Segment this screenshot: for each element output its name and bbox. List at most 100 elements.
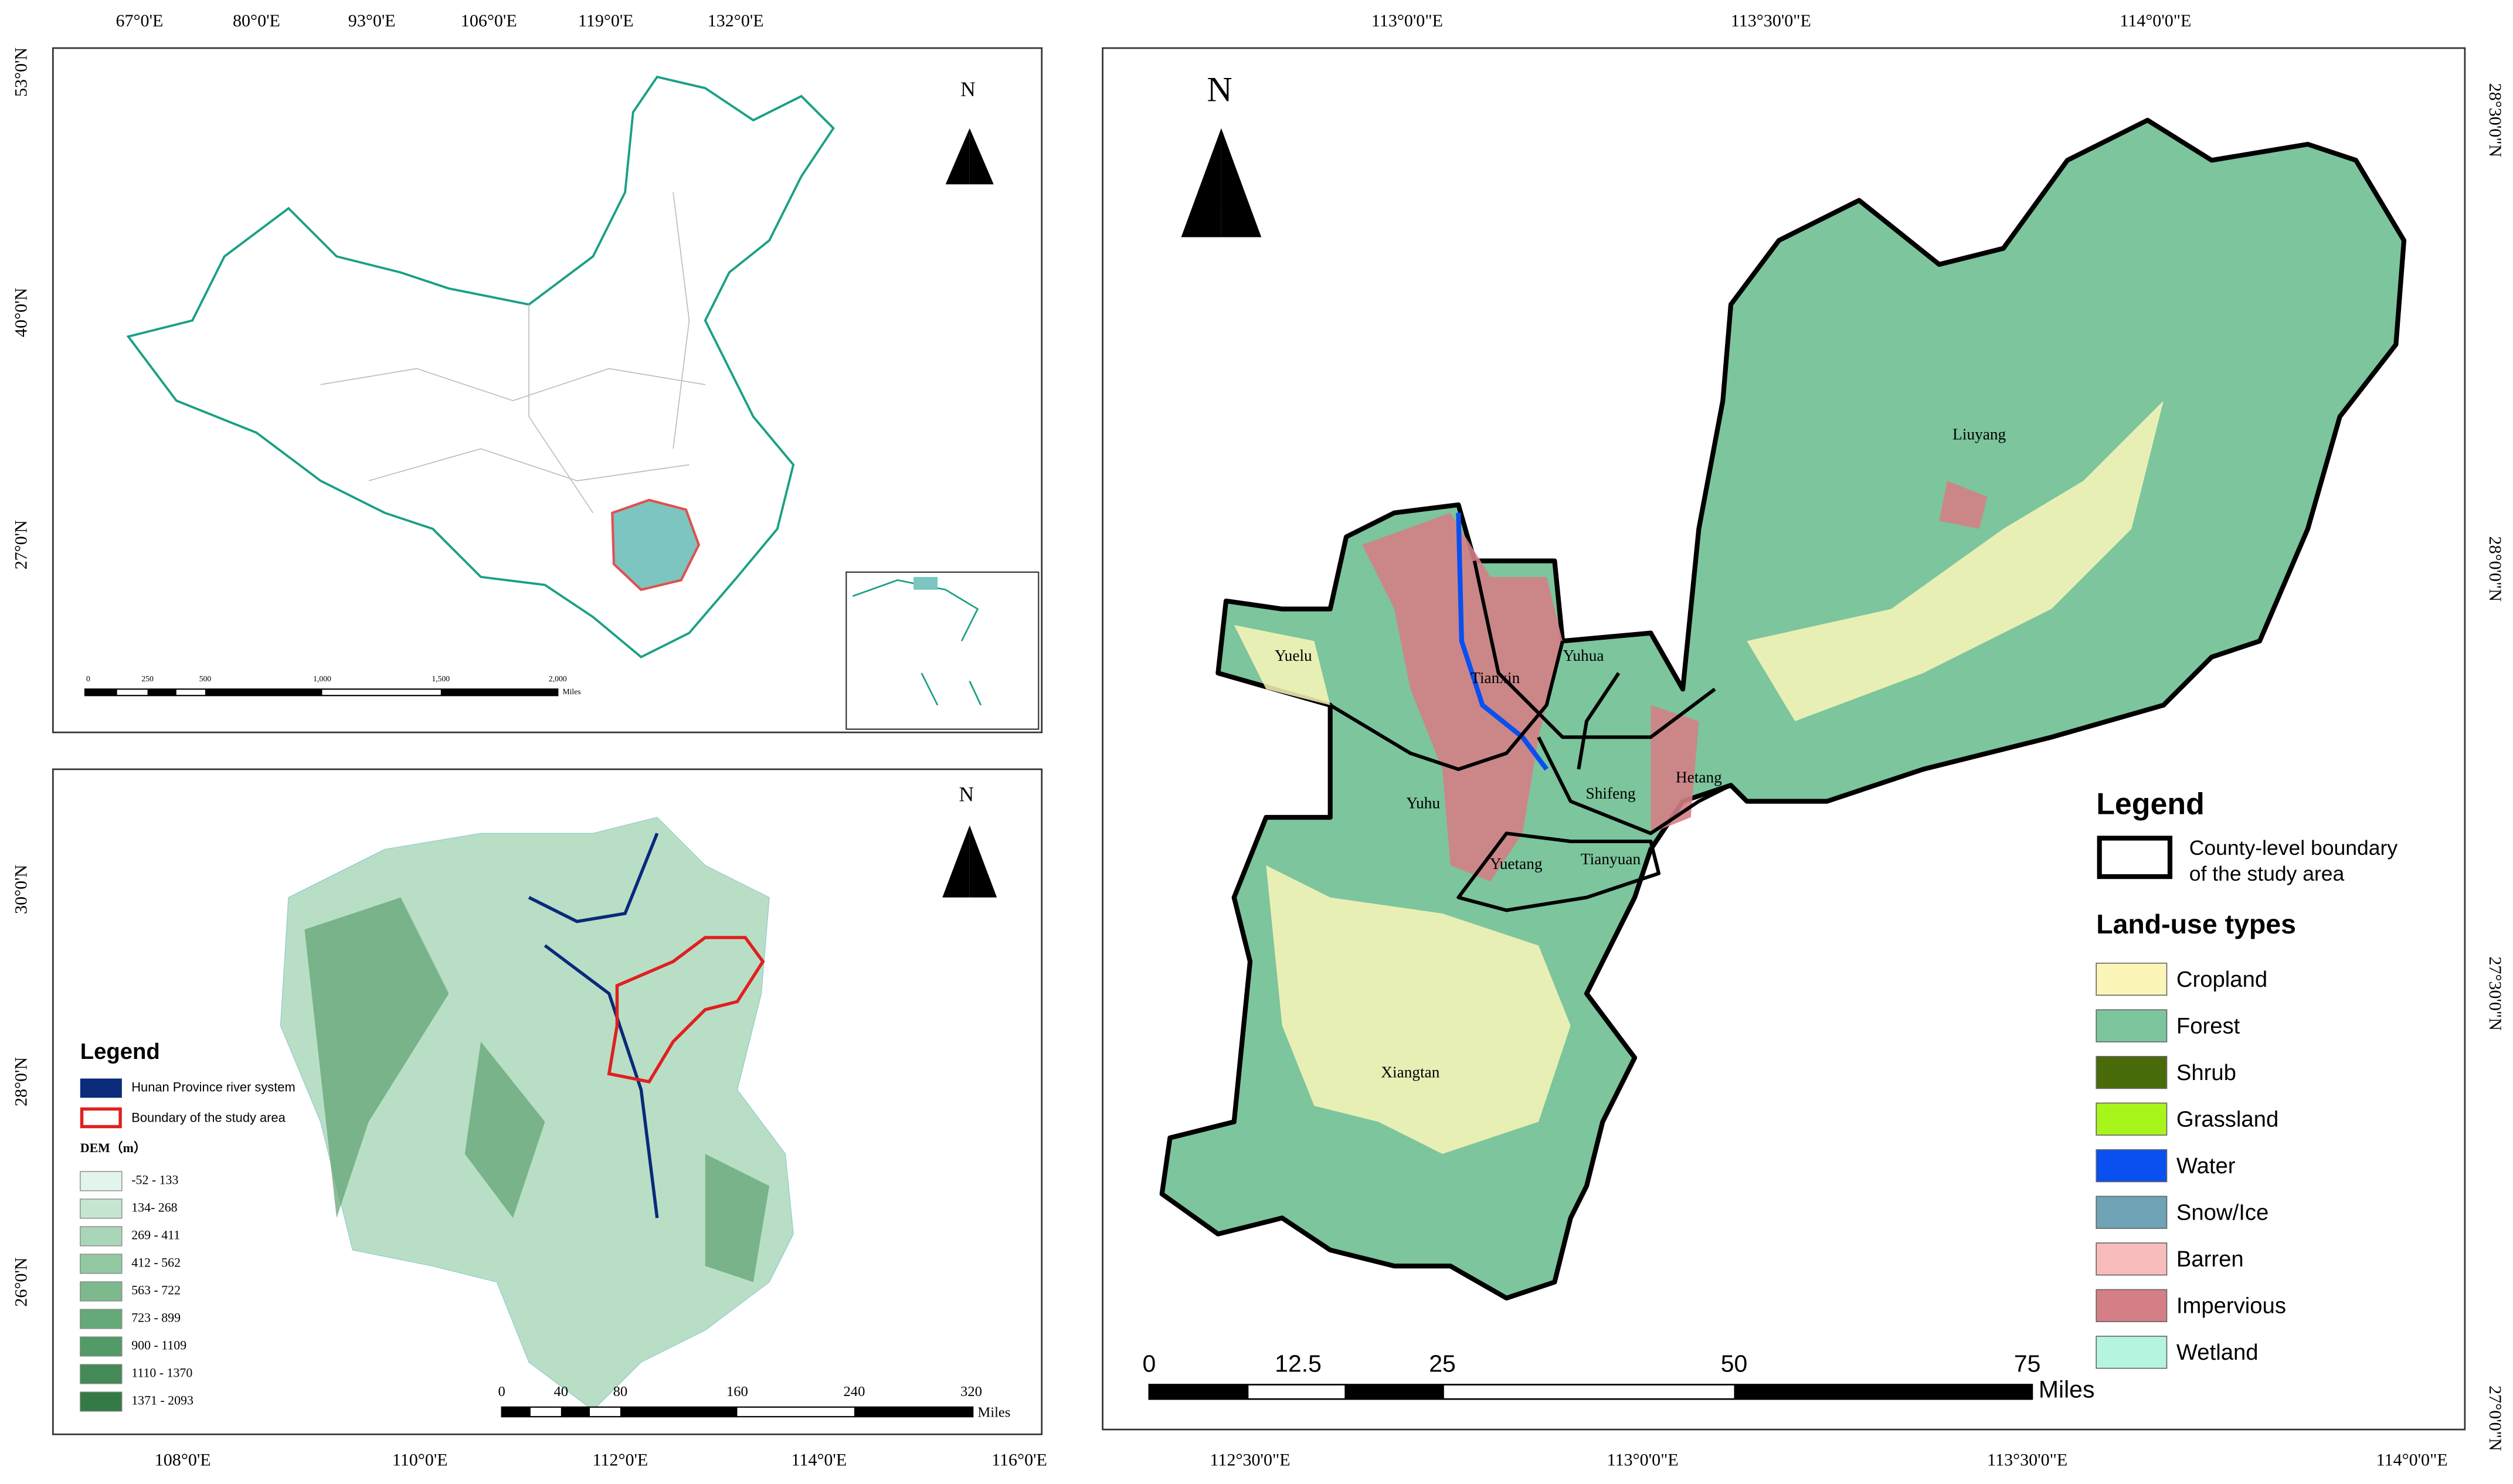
lat-tick-label: 30°0'N [11,865,30,914]
scale-unit: Miles [977,1404,1010,1420]
scale-label: 1,000 [313,674,331,683]
legend-swatch [2096,1196,2168,1229]
legend-label: 900 - 1109 [131,1339,186,1353]
legend-label: Water [2176,1153,2236,1179]
lon-tick-label: 80°0'E [233,11,280,30]
legend-label: Cropland [2176,967,2267,992]
lat-tick-label: 28°0'0"N [2485,536,2505,602]
district-label: Xiangtan [1381,1064,1440,1081]
lon-tick-label: 113°0'0"E [1371,11,1443,30]
xiang-river [1456,512,1549,771]
legend-swatch [2096,1242,2168,1276]
legend-swatch [2096,962,2168,996]
legend-swatch [80,1281,123,1302]
lon-tick-label: 114°0'0"E [2376,1450,2448,1470]
legend-swatch [80,1226,123,1247]
legend-swatch [80,1078,122,1098]
scale-label: 500 [199,674,212,683]
district-label: Liuyang [1952,426,2006,443]
legend-swatch [80,1254,123,1274]
legend-label: Shrub [2176,1060,2236,1085]
district-label: Tianxin [1471,669,1520,687]
scale-label: 240 [844,1384,865,1400]
lon-tick-label: 67°0'E [116,11,163,30]
north-label: N [960,77,976,101]
scale-label: 0 [498,1384,505,1400]
district-label: Yuelu [1275,647,1312,664]
legend-label: 412 - 562 [131,1255,181,1269]
legend-swatch [2096,1336,2168,1369]
legend-label: Forest [2176,1013,2240,1038]
legend-swatch [2096,1289,2168,1322]
study-boundary [607,936,765,1084]
lon-tick-label: 112°30'0"E [1210,1450,1291,1470]
legend-label: 269 - 411 [131,1228,180,1242]
lon-tick-label: 116°0'E [991,1450,1047,1470]
legend-swatch [2096,1102,2168,1136]
scale-label: 25 [1429,1350,1456,1377]
scale-label: 0 [86,674,90,683]
inset-hunan [913,576,938,590]
scale-bar-segment [854,1407,973,1417]
legend-label: Impervious [2176,1293,2286,1319]
lon-tick-label: 113°30'0"E [1987,1450,2067,1470]
scale-label: 75 [2014,1350,2041,1377]
county-boundaries [1329,561,1732,912]
north-arrow [969,825,997,898]
scale-label: 160 [726,1384,748,1400]
legend-label: 134- 268 [131,1200,177,1214]
north-label: N [959,783,974,806]
lat-tick-label: 27°30'0"N [2485,956,2505,1031]
legend-label: 563 - 722 [131,1283,181,1297]
north-label: N [1207,70,1232,109]
legend-title: Legend [2096,787,2205,821]
scale-label: 0 [1142,1350,1156,1377]
scale-label: 2,000 [549,674,567,683]
legend-label: 1110 - 1370 [131,1366,192,1380]
legend-label: Snow/Ice [2176,1200,2269,1225]
inset-frame [845,571,1040,730]
scale-bar-segment [561,1407,590,1417]
legend-title: Legend [80,1039,160,1064]
legend-label: Wetland [2176,1340,2259,1365]
legend-swatch [80,1364,123,1384]
legend-swatch [2096,1009,2168,1042]
lat-tick-label: 28°0'N [11,1057,30,1106]
legend-swatch [80,1336,123,1357]
lat-tick-label: 27°0'N [11,520,30,569]
legend-label: Boundary of the study area [131,1111,286,1125]
scale-bar-segment [1734,1384,2032,1400]
lon-tick-label: 114°0'E [791,1450,847,1470]
north-arrow [1221,128,1262,237]
district-label: Yuhua [1563,647,1604,664]
scale-label: 40 [553,1384,568,1400]
scale-bar-segment [501,1407,531,1417]
province-lines [320,192,705,514]
scale-bar-segment [84,689,117,696]
lat-tick-label: 40°0'N [11,288,30,337]
scale-label: 320 [960,1384,982,1400]
lon-tick-label: 114°0'0"E [2120,11,2191,30]
impervious-patches [1362,480,1988,882]
legend-label: 1371 - 2093 [131,1394,193,1408]
lon-tick-label: 106°0'E [461,11,517,30]
scale-label: 80 [613,1384,628,1400]
legend-label: Hunan Province river system [131,1080,295,1095]
rivers [528,833,659,1218]
scale-bar-segment [440,689,558,696]
district-label: Hetang [1676,769,1722,786]
north-arrow [942,825,970,898]
scale-bar-segment [1149,1384,1249,1400]
scale-unit: Miles [2039,1376,2095,1403]
scale-bar-segment [205,689,322,696]
district-label: Shifeng [1586,785,1636,802]
legend-label: of the study area [2189,862,2345,885]
boundary-swatch [2097,836,2173,879]
lat-tick-label: 28°30'0"N [2485,83,2505,158]
lon-tick-label: 110°0'E [392,1450,448,1470]
legend-subtitle: Land-use types [2096,909,2296,939]
lat-tick-label: 26°0'N [11,1257,30,1306]
scale-label: 1,500 [432,674,450,683]
